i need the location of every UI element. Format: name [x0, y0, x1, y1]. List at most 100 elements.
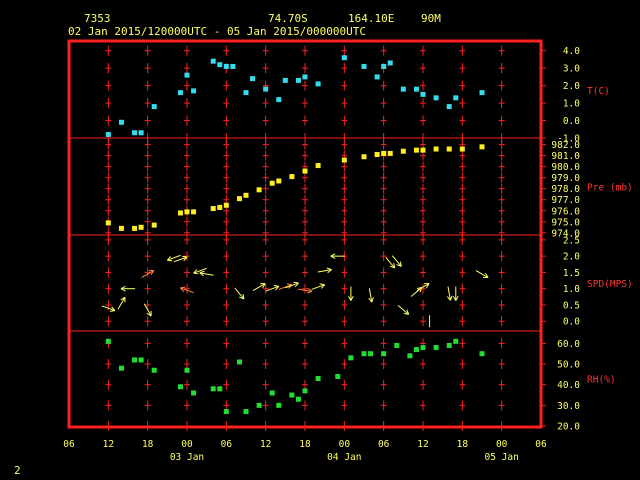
data-point-pressure: [177, 210, 183, 216]
station-longitude: 164.10E: [348, 12, 394, 25]
plot-frame: [67, 39, 543, 429]
data-point-temperature: [230, 63, 236, 69]
wind-arrow-shaft: [298, 288, 312, 293]
wind-arrow-shaft: [385, 256, 396, 269]
data-point-temperature: [282, 77, 288, 83]
data-point-temperature: [420, 91, 426, 97]
data-point-temperature: [210, 58, 216, 64]
wind-arrow: [385, 256, 396, 269]
wind-arrow-head: [193, 272, 199, 275]
data-point-humidity: [302, 388, 308, 394]
x-tick-label: 06: [378, 439, 390, 450]
x-tick-label: 06: [535, 439, 547, 450]
y-tick-label: 1.5: [563, 268, 580, 279]
wind-arrow: [278, 283, 293, 290]
data-point-humidity: [184, 367, 190, 373]
data-point-pressure: [269, 180, 275, 186]
wind-arrow-shaft: [234, 287, 245, 300]
wind-arrow-head: [199, 270, 205, 274]
wind-arrow-head: [426, 283, 430, 289]
time-period: 02 Jan 2015/120000UTC - 05 Jan 2015/0000…: [68, 25, 366, 38]
data-point-temperature: [132, 130, 138, 136]
data-point-temperature: [387, 60, 393, 66]
wind-arrow-head: [348, 295, 352, 301]
x-day-label: 04 Jan: [327, 452, 361, 463]
data-point-humidity: [236, 359, 242, 365]
y-tick-label: 20.0: [557, 422, 580, 433]
page-number: 2: [14, 464, 21, 477]
y-tick-label: 0.0: [563, 116, 580, 127]
data-point-pressure: [381, 150, 387, 156]
y-tick-label: 0.5: [563, 300, 580, 311]
data-point-pressure: [459, 146, 465, 152]
data-point-humidity: [295, 396, 301, 402]
y-tick-label: 40.0: [557, 380, 580, 391]
data-point-pressure: [256, 187, 262, 193]
wind-arrow-head: [294, 282, 299, 288]
data-point-temperature: [151, 104, 157, 110]
wind-arrow: [397, 304, 410, 315]
wind-arrow-head: [327, 269, 332, 274]
wind-arrow: [120, 285, 135, 292]
data-layer: [101, 55, 489, 415]
wind-arrow-head: [330, 255, 336, 259]
wind-arrow-head: [406, 309, 410, 315]
data-point-humidity: [361, 351, 367, 357]
x-tick-label: 12: [103, 439, 114, 450]
wind-arrow: [193, 267, 207, 275]
x-tick-label: 18: [142, 439, 154, 450]
wind-arrow-head: [416, 286, 422, 289]
y-tick-label: 980.0: [551, 162, 580, 173]
x-tick-label: 06: [63, 439, 75, 450]
y-tick-label: 975.0: [551, 217, 580, 228]
data-point-pressure: [400, 148, 406, 154]
data-point-humidity: [118, 365, 124, 371]
wind-arrow-head: [180, 286, 186, 289]
wind-arrow-shaft: [193, 267, 207, 274]
wind-arrow-shaft: [447, 286, 451, 301]
data-point-pressure: [118, 225, 124, 231]
wind-arrow: [311, 283, 326, 290]
data-point-pressure: [223, 202, 229, 208]
panel-label-pressure: Pre (mb): [587, 183, 633, 194]
wind-arrow: [475, 270, 489, 279]
wind-arrow-head: [182, 255, 188, 258]
y-tick-label: 0.0: [563, 317, 580, 328]
wind-arrow-head: [368, 297, 373, 303]
y-tick-label: 976.0: [551, 206, 580, 217]
data-point-temperature: [250, 76, 256, 82]
wind-arrow: [446, 286, 453, 301]
wind-arrow-head: [330, 253, 336, 257]
data-point-temperature: [184, 72, 190, 78]
wind-arrow-head: [111, 306, 116, 311]
wind-arrow-head: [307, 288, 313, 292]
data-point-temperature: [341, 55, 347, 61]
wind-arrow-head: [396, 264, 402, 267]
data-point-temperature: [243, 90, 249, 96]
y-tick-label: 2.0: [563, 252, 580, 263]
wind-arrow-head: [180, 287, 185, 293]
wind-arrow-shaft: [180, 287, 194, 294]
y-tick-label: 2.5: [563, 235, 580, 246]
y-tick-label: 977.0: [551, 195, 580, 206]
x-tick-label: 18: [457, 439, 469, 450]
x-tick-label: 12: [417, 439, 428, 450]
station-id: 7353: [84, 12, 111, 25]
data-point-pressure: [132, 225, 138, 231]
wind-arrow: [348, 286, 354, 301]
wind-arrow-head: [319, 283, 325, 286]
wind-arrow-head: [242, 293, 245, 300]
panel-label-wind: SPD(MPS): [587, 279, 633, 290]
y-tick-label: 60.0: [557, 339, 580, 350]
data-point-humidity: [453, 338, 459, 344]
data-point-humidity: [105, 338, 111, 344]
wind-arrow: [234, 287, 245, 300]
y-tick-label: 2.0: [563, 81, 580, 92]
data-point-humidity: [315, 376, 321, 381]
wind-arrow-head: [452, 295, 457, 301]
data-point-temperature: [381, 63, 387, 69]
y-tick-label: 978.0: [551, 184, 580, 195]
data-point-pressure: [374, 152, 380, 158]
data-point-humidity: [177, 384, 183, 390]
